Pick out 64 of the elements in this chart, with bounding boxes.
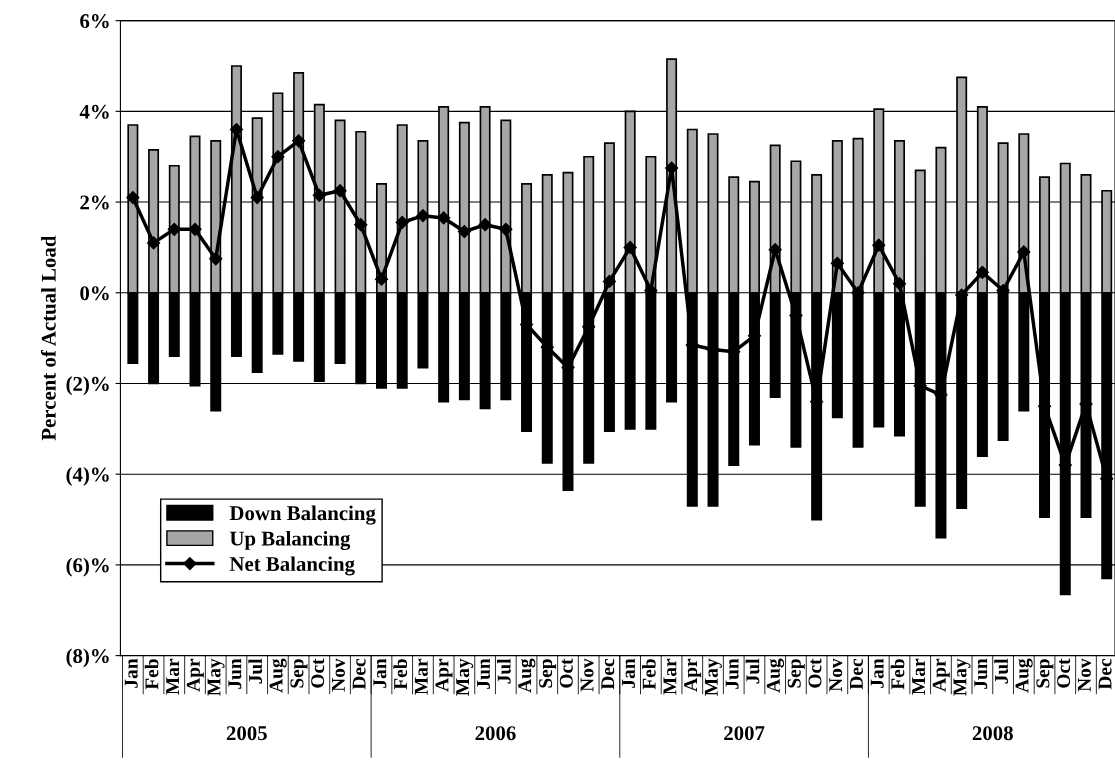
x-tick-label: Feb <box>393 659 408 690</box>
x-tick-label: Jul <box>497 658 511 684</box>
y-tick-label: 2% <box>80 195 109 210</box>
y-tick-label: (2)% <box>66 376 109 396</box>
x-tick-label: Jan <box>373 658 387 688</box>
x-tick-label: Apr <box>684 658 702 692</box>
text: 2008 <box>972 726 1013 741</box>
x-tick-label: Dec <box>1098 658 1112 690</box>
x-tick-label: May <box>704 658 722 696</box>
x-tick-label: Aug <box>269 658 287 693</box>
x-tick-label: Aug <box>1015 658 1033 693</box>
x-tick-label: Feb <box>144 659 159 690</box>
x-tick-label: Dec <box>601 658 615 690</box>
legend-label: Down Balancing <box>229 505 376 525</box>
x-tick-label: May <box>207 658 225 696</box>
x-tick-label: Apr <box>435 658 453 692</box>
x-tick-label: Jul <box>994 658 1009 684</box>
x-tick-label: Mar <box>912 658 926 695</box>
text: 2006 <box>475 726 516 741</box>
y-axis-title: Percent of Actual Load <box>40 235 56 441</box>
x-tick-label: Dec <box>352 658 366 690</box>
x-tick-label: Jun <box>228 658 242 689</box>
x-tick-label: Jul <box>248 658 263 684</box>
text: 2005 <box>226 726 267 741</box>
x-tick-label: Nov <box>332 658 345 692</box>
x-tick-label: Sep <box>290 659 308 688</box>
x-tick-label: Oct <box>808 658 822 688</box>
x-tick-label: Mar <box>663 658 677 695</box>
x-tick-label: Nov <box>1077 658 1091 692</box>
x-tick-label: Jun <box>477 658 491 689</box>
y-tick-label: 6% <box>80 14 109 29</box>
x-tick-label: Dec <box>850 658 863 690</box>
x-tick-label: Jul <box>745 658 760 684</box>
x-tick-label: May <box>953 658 971 696</box>
x-tick-label: Oct <box>311 658 325 688</box>
x-tick-label: Sep <box>787 659 805 688</box>
x-tick-label: Aug <box>766 658 784 693</box>
y-tick-label: 4% <box>79 104 109 119</box>
y-tick-label: 0% <box>80 286 109 301</box>
x-tick-label: Apr <box>186 658 204 692</box>
x-tick-label: Feb <box>642 659 656 690</box>
x-tick-label: Jun <box>725 658 739 689</box>
x-tick-label: Sep <box>1036 659 1054 688</box>
legend-label: Net Balancing <box>229 556 355 576</box>
x-tick-label: Oct <box>1057 658 1071 688</box>
y-tick-label: (6)% <box>66 557 109 577</box>
x-tick-label: Nov <box>829 658 843 692</box>
x-tick-label: Nov <box>580 658 594 692</box>
x-tick-label: Sep <box>539 659 557 688</box>
x-tick-label: Apr <box>932 658 950 692</box>
legend-label: Up Balancing <box>229 530 351 551</box>
x-tick-label: Jun <box>974 658 988 689</box>
x-tick-label: Mar <box>166 658 180 695</box>
x-tick-label: Feb <box>890 659 905 690</box>
y-tick-label: (4)% <box>66 466 109 486</box>
x-tick-label: Jan <box>870 658 884 688</box>
x-tick-label: May <box>456 658 474 696</box>
text: 2007 <box>724 726 765 741</box>
y-tick-label: (8)% <box>66 648 109 668</box>
x-tick-label: Jan <box>622 658 636 688</box>
x-tick-label: Oct <box>559 658 573 688</box>
x-tick-label: Aug <box>518 658 536 693</box>
x-tick-label: Jan <box>124 658 138 688</box>
x-tick-label: Mar <box>414 658 428 695</box>
